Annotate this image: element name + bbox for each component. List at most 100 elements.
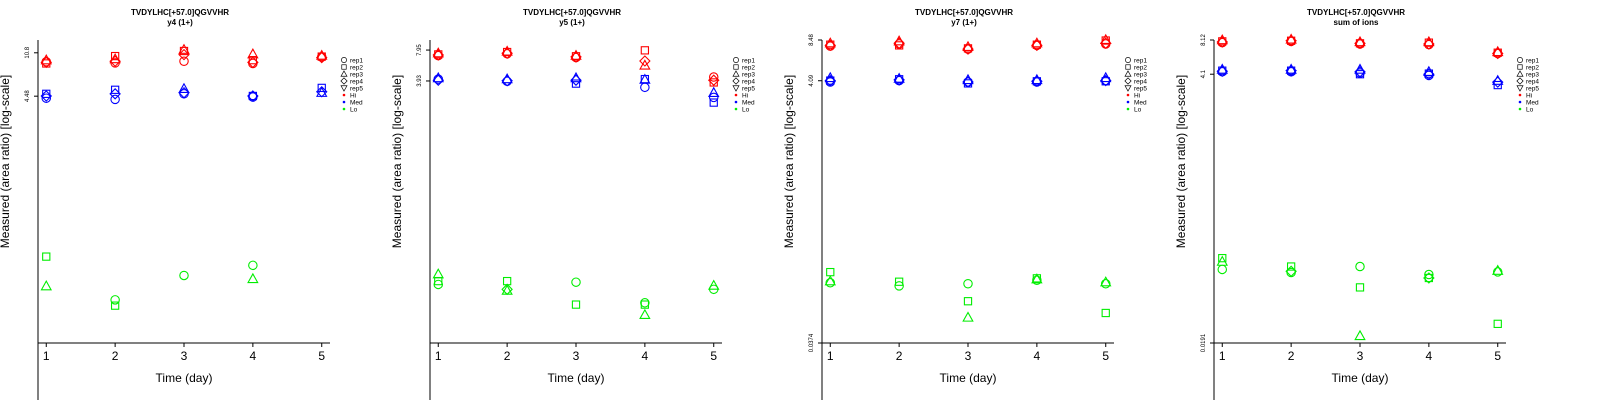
data-point-lo-rep1: [1355, 261, 1365, 272]
color-dot-icon: [1126, 107, 1130, 111]
x-tick-label: 2: [504, 349, 511, 363]
color-dot-icon: [1518, 100, 1522, 104]
color-dot-icon: [342, 100, 346, 104]
data-point-med-rep4: [1285, 64, 1297, 77]
x-tick-label: 4: [1426, 349, 1433, 363]
legend-item-med: Med: [342, 99, 363, 106]
data-point-lo-rep4: [1285, 265, 1297, 278]
data-point-lo-rep3: [1031, 273, 1043, 284]
y-tick-label: 10.8: [25, 46, 31, 58]
triangle-up-icon: [732, 70, 740, 77]
data-point-hi-rep4: [178, 48, 190, 61]
legend-label: Hi: [1134, 92, 1140, 99]
x-tick-label: 4: [1034, 349, 1041, 363]
data-point-lo-rep3: [40, 280, 53, 291]
data-point-lo-rep1: [179, 270, 189, 281]
data-point-med-rep4: [962, 76, 974, 88]
data-point-lo-rep1: [248, 260, 258, 271]
legend-item-rep4: rep4: [1516, 77, 1539, 85]
x-tick-label: 1: [43, 349, 50, 363]
data-point-med-rep1: [708, 92, 719, 103]
data-point-lo-rep3: [1491, 264, 1504, 275]
legend-item-hi: Hi: [734, 92, 748, 99]
legend-item-lo: Lo: [1126, 106, 1142, 113]
square-icon: [733, 64, 739, 70]
data-point-lo-rep1: [1217, 264, 1228, 275]
circle-icon: [1517, 57, 1523, 63]
x-axis-label: Time (day): [940, 371, 997, 385]
data-point-med-rep3: [707, 86, 720, 97]
data-point-med-rep1: [963, 77, 973, 87]
legend-label: rep2: [1526, 64, 1539, 71]
data-point-med-rep4: [1031, 75, 1043, 88]
data-point-med-rep2: [1493, 80, 1502, 90]
triangle-down-icon: [340, 85, 348, 92]
legend-label: rep5: [1134, 85, 1147, 92]
y-tick-label: 7.95: [417, 44, 423, 56]
data-point-lo-rep3: [1354, 329, 1366, 341]
legend-item-med: Med: [1126, 99, 1147, 106]
x-tick-label: 1: [435, 349, 442, 363]
data-point-lo-rep1: [1492, 267, 1503, 277]
data-point-lo-rep4: [501, 283, 513, 296]
data-point-med-rep4: [178, 86, 190, 99]
legend-item-rep3: rep3: [1516, 70, 1539, 78]
legend-label: rep4: [350, 78, 363, 85]
data-point-hi-rep1: [179, 56, 189, 66]
legend-label: rep3: [742, 71, 755, 78]
x-tick-label: 2: [1288, 349, 1295, 363]
data-point-hi-rep4: [1099, 37, 1112, 50]
data-point-med-rep4: [432, 74, 445, 86]
diamond-icon: [340, 77, 348, 85]
chart-subtitle: y5 (1+): [559, 18, 585, 27]
legend-label: Hi: [1526, 92, 1532, 99]
data-point-hi-rep4: [247, 56, 259, 69]
legend-label: Hi: [742, 92, 748, 99]
square-icon: [1125, 64, 1131, 70]
legend-label: rep1: [1134, 57, 1147, 64]
legend-item-rep2: rep2: [1125, 64, 1147, 71]
data-point-med-rep1: [640, 82, 650, 93]
data-point-med-rep3: [639, 73, 651, 84]
data-point-hi-rep4: [501, 47, 513, 59]
data-point-hi-rep4: [824, 39, 837, 52]
data-point-med-rep2: [826, 76, 835, 85]
data-point-hi-rep4: [639, 55, 651, 67]
legend-label: rep2: [350, 64, 363, 71]
legend-item-hi: Hi: [1126, 92, 1140, 99]
legend-label: rep3: [350, 71, 363, 78]
legend-item-rep3: rep3: [340, 70, 363, 78]
legend-item-rep5: rep5: [732, 85, 755, 92]
legend-item-lo: Lo: [342, 106, 358, 113]
legend-label: Lo: [1134, 106, 1142, 113]
y-tick-label: 4.1: [1201, 69, 1207, 78]
data-point-lo-rep2: [1424, 273, 1434, 283]
legend-item-rep4: rep4: [732, 77, 755, 85]
x-tick-label: 5: [1494, 349, 1501, 363]
data-point-med-rep4: [824, 74, 837, 87]
data-point-lo-rep2: [42, 252, 51, 261]
color-dot-icon: [342, 107, 346, 111]
chart-subtitle: y4 (1+): [167, 18, 193, 27]
x-axis-label: Time (day): [1332, 371, 1389, 385]
legend-item-med: Med: [734, 99, 755, 106]
data-point-hi-rep4: [893, 37, 905, 50]
color-dot-icon: [1126, 93, 1130, 97]
data-point-hi-rep4: [109, 55, 121, 68]
legend-label: Med: [1526, 99, 1539, 106]
x-tick-label: 4: [642, 349, 649, 363]
x-tick-label: 3: [1357, 349, 1364, 363]
legend-item-hi: Hi: [1518, 92, 1532, 99]
color-dot-icon: [1518, 107, 1522, 111]
data-point-lo-rep1: [110, 295, 120, 305]
data-point-lo-rep1: [1424, 269, 1434, 280]
legend-item-rep1: rep1: [1517, 57, 1539, 64]
x-tick-label: 1: [1219, 349, 1226, 363]
y-tick-label: 8.48: [809, 34, 815, 46]
diamond-icon: [1124, 77, 1132, 85]
data-point-med-rep4: [1216, 65, 1229, 78]
legend-item-rep2: rep2: [341, 64, 363, 71]
data-point-hi-rep2: [709, 78, 718, 87]
